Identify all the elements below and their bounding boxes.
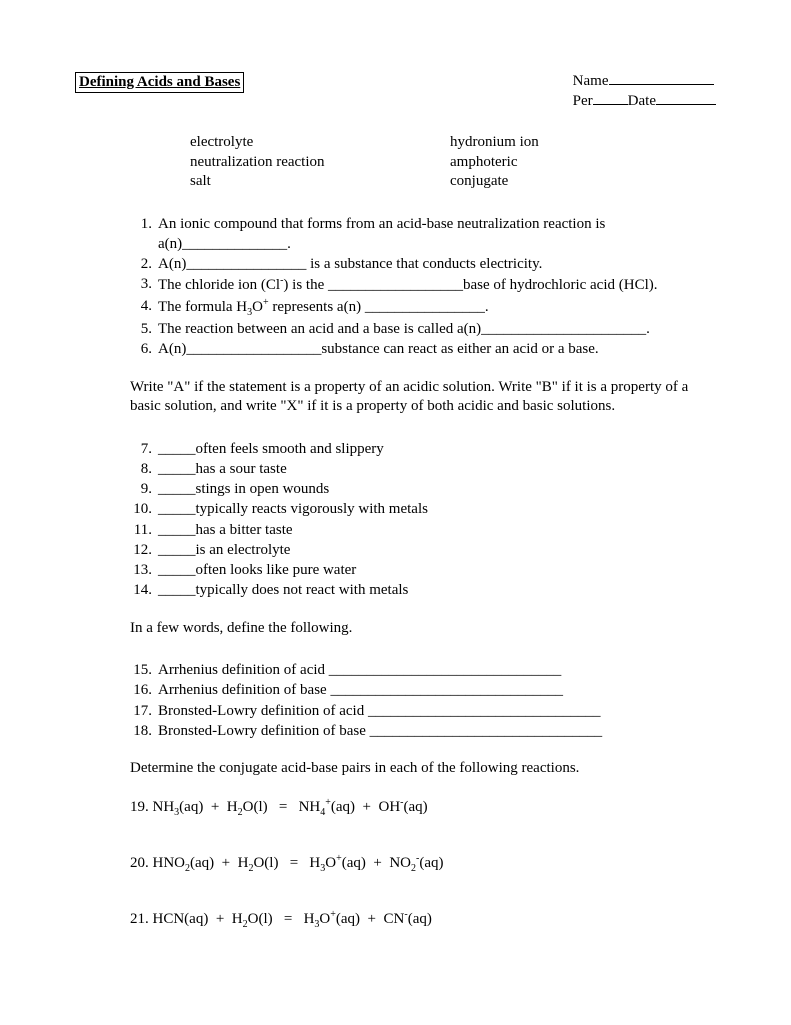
vocab-bank: electrolyte neutralization reaction salt…	[190, 133, 716, 192]
name-line: Name	[573, 72, 716, 92]
equation-19: 19. NH3(aq) + H2O(l) = NH4+(aq) + OH-(aq…	[130, 797, 716, 818]
q17: 17.Bronsted-Lowry definition of acid ___…	[130, 701, 716, 721]
equation-20: 20. HNO2(aq) + H2O(l) = H3O+(aq) + NO2-(…	[130, 853, 716, 874]
instructions-section-ab: Write "A" if the statement is a property…	[130, 378, 716, 417]
q8: 8._____has a sour taste	[130, 459, 716, 479]
q18: 18.Bronsted-Lowry definition of base ___…	[130, 721, 716, 741]
definition-questions: 15.Arrhenius definition of acid ________…	[130, 660, 716, 741]
fill-blank-questions: 1.An ionic compound that forms from an a…	[130, 214, 716, 360]
vocab-col-left: electrolyte neutralization reaction salt	[190, 133, 450, 192]
q5: 5.The reaction between an acid and a bas…	[130, 319, 716, 339]
name-blank[interactable]	[609, 84, 714, 85]
vocab-term: salt	[190, 172, 450, 192]
q12: 12._____is an electrolyte	[130, 540, 716, 560]
q2: 2.A(n)________________ is a substance th…	[130, 254, 716, 274]
q4: 4.The formula H3O+ represents a(n) _____…	[130, 296, 716, 320]
q16: 16.Arrhenius definition of base ________…	[130, 680, 716, 700]
q13: 13._____often looks like pure water	[130, 560, 716, 580]
q1: 1.An ionic compound that forms from an a…	[130, 214, 716, 255]
vocab-term: neutralization reaction	[190, 153, 450, 173]
q14: 14._____typically does not react with me…	[130, 580, 716, 600]
instructions-definitions: In a few words, define the following.	[130, 619, 716, 639]
q7: 7._____often feels smooth and slippery	[130, 439, 716, 459]
per-date-line: PerDate	[573, 92, 716, 112]
date-blank[interactable]	[656, 104, 716, 105]
worksheet-page: Defining Acids and Bases Name PerDate el…	[0, 0, 791, 1025]
q11: 11._____has a bitter taste	[130, 520, 716, 540]
header-row: Defining Acids and Bases Name PerDate	[75, 72, 716, 111]
ab-classification-questions: 7._____often feels smooth and slippery 8…	[130, 439, 716, 601]
per-blank[interactable]	[593, 104, 628, 105]
vocab-term: amphoteric	[450, 153, 539, 173]
vocab-term: hydronium ion	[450, 133, 539, 153]
q10: 10._____typically reacts vigorously with…	[130, 499, 716, 519]
instructions-conjugate: Determine the conjugate acid-base pairs …	[130, 759, 716, 779]
worksheet-title: Defining Acids and Bases	[75, 72, 244, 93]
q6: 6.A(n)__________________substance can re…	[130, 339, 716, 359]
q9: 9._____stings in open wounds	[130, 479, 716, 499]
vocab-col-right: hydronium ion amphoteric conjugate	[450, 133, 539, 192]
vocab-term: electrolyte	[190, 133, 450, 153]
name-date-block: Name PerDate	[573, 72, 716, 111]
q15: 15.Arrhenius definition of acid ________…	[130, 660, 716, 680]
equation-21: 21. HCN(aq) + H2O(l) = H3O+(aq) + CN-(aq…	[130, 909, 716, 930]
vocab-term: conjugate	[450, 172, 539, 192]
q3: 3.The chloride ion (Cl-) is the ________…	[130, 274, 716, 295]
